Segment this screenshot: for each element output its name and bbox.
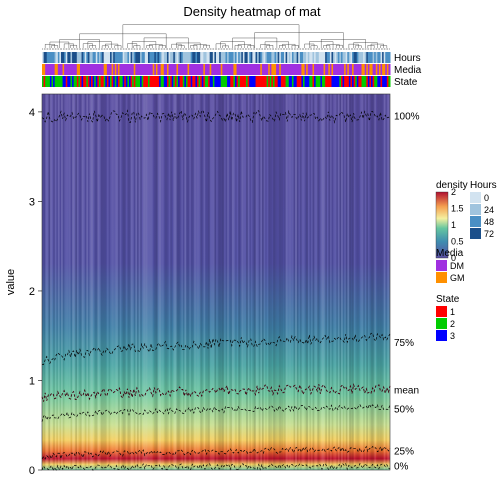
percent-label: 100% xyxy=(394,111,420,122)
percent-label: 25% xyxy=(394,446,414,457)
svg-text:DM: DM xyxy=(450,261,464,271)
svg-text:0: 0 xyxy=(29,465,35,477)
svg-text:4: 4 xyxy=(29,107,35,119)
percent-label: 50% xyxy=(394,405,414,416)
svg-text:2: 2 xyxy=(450,319,455,329)
svg-text:1.5: 1.5 xyxy=(451,204,464,214)
svg-text:Media: Media xyxy=(436,248,464,259)
percent-label: 75% xyxy=(394,338,414,349)
dendrogram xyxy=(43,25,389,50)
y-axis: 0 1 2 3 4 value xyxy=(5,107,42,477)
svg-text:72: 72 xyxy=(484,229,494,239)
legends: density00.511.52Hours0244872MediaDMGMSta… xyxy=(436,180,497,341)
svg-text:Hours: Hours xyxy=(470,180,497,191)
annot-label: Hours xyxy=(394,53,421,64)
svg-text:1: 1 xyxy=(451,220,456,230)
svg-text:2: 2 xyxy=(451,187,456,197)
svg-text:3: 3 xyxy=(450,331,455,341)
svg-text:3: 3 xyxy=(29,196,35,208)
svg-text:48: 48 xyxy=(484,217,494,227)
svg-text:State: State xyxy=(436,294,460,305)
svg-text:1: 1 xyxy=(450,307,455,317)
svg-text:0: 0 xyxy=(484,193,489,203)
annotation-bars: HoursMediaState xyxy=(42,52,422,88)
svg-text:24: 24 xyxy=(484,205,494,215)
percent-label: mean xyxy=(394,386,419,397)
y-axis-label: value xyxy=(5,269,17,295)
heatmap-body xyxy=(42,94,390,470)
percent-label: 0% xyxy=(394,462,409,473)
heatmap-figure: HoursMediaState01234value100%75%mean50%2… xyxy=(0,0,504,504)
svg-text:1: 1 xyxy=(29,375,35,387)
svg-text:GM: GM xyxy=(450,273,465,283)
annot-label: State xyxy=(394,77,418,88)
svg-text:2: 2 xyxy=(29,286,35,298)
svg-text:0.5: 0.5 xyxy=(451,237,464,247)
annot-label: Media xyxy=(394,65,422,76)
